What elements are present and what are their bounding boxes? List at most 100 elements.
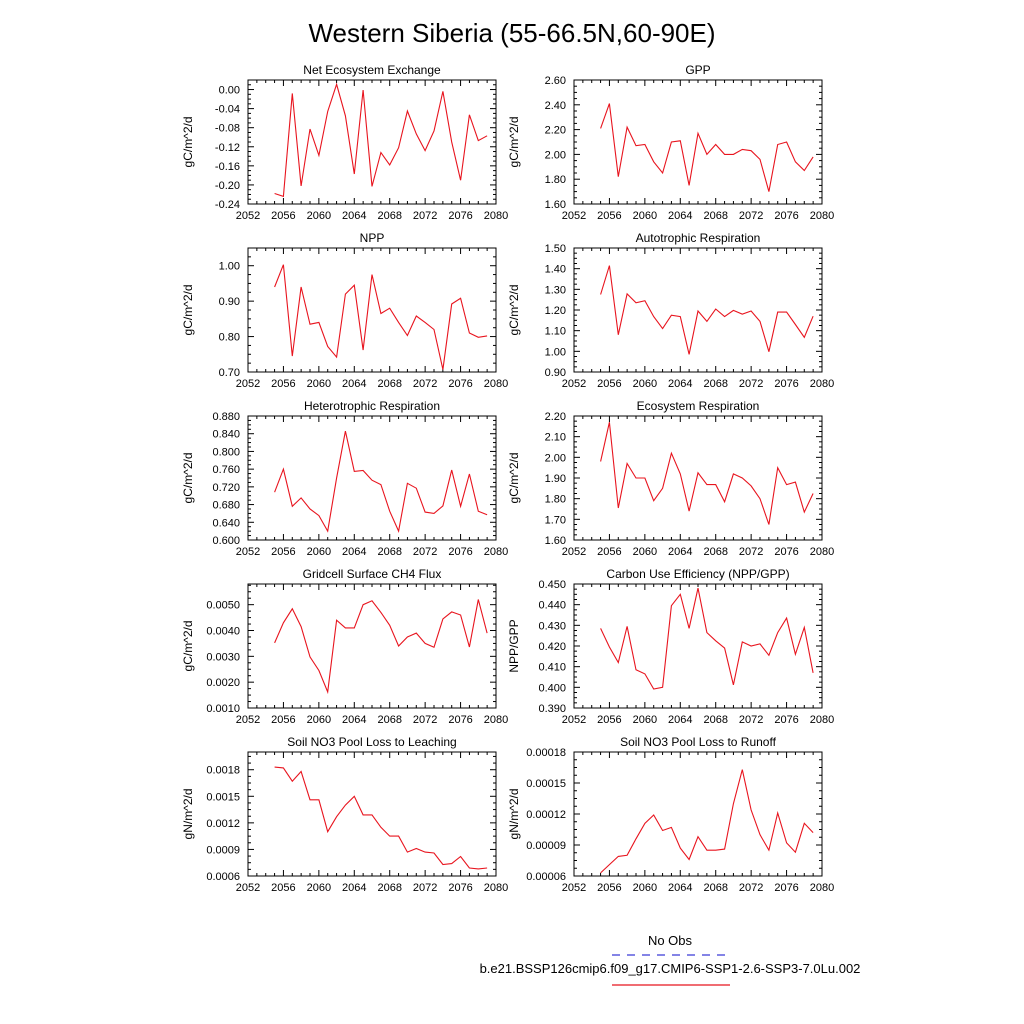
panel-soil-no3-pool-loss-to-runoff: Soil NO3 Pool Loss to Runoff gN/m^2/d 2052… <box>507 735 834 894</box>
x-tick-label: 2076 <box>448 546 472 558</box>
x-tick-label: 2064 <box>342 882 366 894</box>
series-line <box>274 430 488 533</box>
x-tick-label: 2052 <box>562 714 586 726</box>
y-tick-label: 0.00 <box>219 85 240 97</box>
x-tick-label: 2072 <box>413 378 437 390</box>
x-tick-label: 2064 <box>668 378 692 390</box>
panel-net-ecosystem-exchange: Net Ecosystem Exchange gC/m^2/d 2052 2056 20… <box>181 63 508 222</box>
chart-title: Net Ecosystem Exchange <box>303 63 441 77</box>
y-tick-label: 1.60 <box>545 199 566 211</box>
y-axis-label: NPP/GPP <box>507 619 521 672</box>
y-axis-label: gC/m^2/d <box>507 285 521 336</box>
series-line <box>600 587 814 690</box>
x-tick-label: 2076 <box>774 714 798 726</box>
x-tick-label: 2064 <box>342 378 366 390</box>
x-tick-label: 2080 <box>810 714 834 726</box>
chart-title: Gridcell Surface CH4 Flux <box>303 567 442 581</box>
x-tick-label: 2052 <box>236 378 260 390</box>
y-tick-label: 0.390 <box>538 703 566 715</box>
x-tick-label: 2056 <box>271 546 295 558</box>
x-tick-label: 2064 <box>668 714 692 726</box>
panel-ecosystem-respiration: Ecosystem Respiration gC/m^2/d 2052 2056 206… <box>507 399 834 558</box>
series-line <box>274 599 488 695</box>
y-axis-label: gN/m^2/d <box>507 789 521 840</box>
y-tick-label: -0.12 <box>215 142 240 154</box>
x-tick-label: 2060 <box>307 210 331 222</box>
x-tick-label: 2060 <box>633 210 657 222</box>
series-line <box>274 766 488 870</box>
x-tick-label: 2076 <box>448 714 472 726</box>
y-tick-label: 0.880 <box>212 411 240 423</box>
x-tick-label: 2068 <box>703 714 727 726</box>
y-tick-label: 1.90 <box>545 473 566 485</box>
x-tick-label: 2076 <box>774 546 798 558</box>
x-tick-label: 2052 <box>236 210 260 222</box>
x-tick-label: 2068 <box>377 714 401 726</box>
y-tick-label: 0.640 <box>212 517 240 529</box>
x-tick-label: 2052 <box>236 714 260 726</box>
plot-frame <box>573 751 823 877</box>
y-tick-label: 2.40 <box>545 100 566 112</box>
y-tick-label: 1.00 <box>219 261 240 273</box>
x-tick-label: 2056 <box>597 714 621 726</box>
panel-gridcell-surface-ch4-flux: Gridcell Surface CH4 Flux gC/m^2/d 2052 205… <box>181 567 508 726</box>
y-tick-label: 0.800 <box>212 446 240 458</box>
x-tick-label: 2056 <box>271 378 295 390</box>
series-line <box>274 82 488 198</box>
y-tick-label: 1.40 <box>545 264 566 276</box>
x-tick-label: 2072 <box>739 546 763 558</box>
chart-panels: Net Ecosystem Exchange gC/m^2/d 2052 2056 20… <box>181 63 834 894</box>
x-tick-label: 2052 <box>562 546 586 558</box>
y-tick-label: 0.0018 <box>206 765 240 777</box>
x-tick-label: 2064 <box>342 714 366 726</box>
x-tick-label: 2076 <box>774 210 798 222</box>
y-tick-label: 0.90 <box>219 296 240 308</box>
y-tick-label: 1.30 <box>545 284 566 296</box>
plot-frame <box>573 247 823 373</box>
x-tick-label: 2068 <box>377 378 401 390</box>
y-axis-label: gC/m^2/d <box>181 117 195 168</box>
y-tick-label: -0.16 <box>215 161 240 173</box>
panel-autotrophic-respiration: Autotrophic Respiration gC/m^2/d 2052 2056 2… <box>507 231 834 390</box>
x-tick-label: 2064 <box>342 546 366 558</box>
panel-soil-no3-pool-loss-to-leaching: Soil NO3 Pool Loss to Leaching gN/m^2/d 20… <box>181 735 508 894</box>
chart-title: GPP <box>685 63 710 77</box>
y-axis-label: gC/m^2/d <box>507 117 521 168</box>
x-tick-label: 2056 <box>597 210 621 222</box>
x-tick-label: 2064 <box>668 210 692 222</box>
y-tick-label: 0.840 <box>212 429 240 441</box>
x-tick-label: 2076 <box>448 210 472 222</box>
x-tick-label: 2080 <box>484 882 508 894</box>
y-tick-label: 0.0015 <box>206 791 240 803</box>
y-tick-label: 0.00018 <box>526 747 566 759</box>
y-tick-label: 0.0012 <box>206 818 240 830</box>
plot-frame <box>247 247 497 373</box>
y-tick-label: 1.50 <box>545 243 566 255</box>
x-tick-label: 2068 <box>377 546 401 558</box>
y-tick-label: 0.00006 <box>526 871 566 883</box>
series-line <box>600 769 814 874</box>
y-tick-label: 1.60 <box>545 535 566 547</box>
y-axis-label: gC/m^2/d <box>181 453 195 504</box>
x-tick-label: 2068 <box>377 882 401 894</box>
y-tick-label: 0.00012 <box>526 809 566 821</box>
y-tick-label: -0.20 <box>215 180 240 192</box>
x-tick-label: 2060 <box>307 378 331 390</box>
y-tick-label: 1.80 <box>545 174 566 186</box>
x-tick-label: 2072 <box>739 378 763 390</box>
x-tick-label: 2052 <box>236 546 260 558</box>
x-tick-label: 2072 <box>413 714 437 726</box>
y-tick-label: 1.80 <box>545 494 566 506</box>
x-tick-label: 2060 <box>633 546 657 558</box>
panel-carbon-use-efficiency-npp-gpp: Carbon Use Efficiency (NPP/GPP) NPP/GPP 20… <box>507 567 834 726</box>
y-tick-label: 0.420 <box>538 641 566 653</box>
chart-title: Soil NO3 Pool Loss to Leaching <box>287 735 456 749</box>
y-tick-label: 2.20 <box>545 125 566 137</box>
x-tick-label: 2056 <box>271 714 295 726</box>
x-tick-label: 2080 <box>810 882 834 894</box>
x-tick-label: 2060 <box>633 882 657 894</box>
x-tick-label: 2052 <box>562 210 586 222</box>
x-tick-label: 2056 <box>597 882 621 894</box>
x-tick-label: 2060 <box>633 378 657 390</box>
x-tick-label: 2076 <box>774 882 798 894</box>
